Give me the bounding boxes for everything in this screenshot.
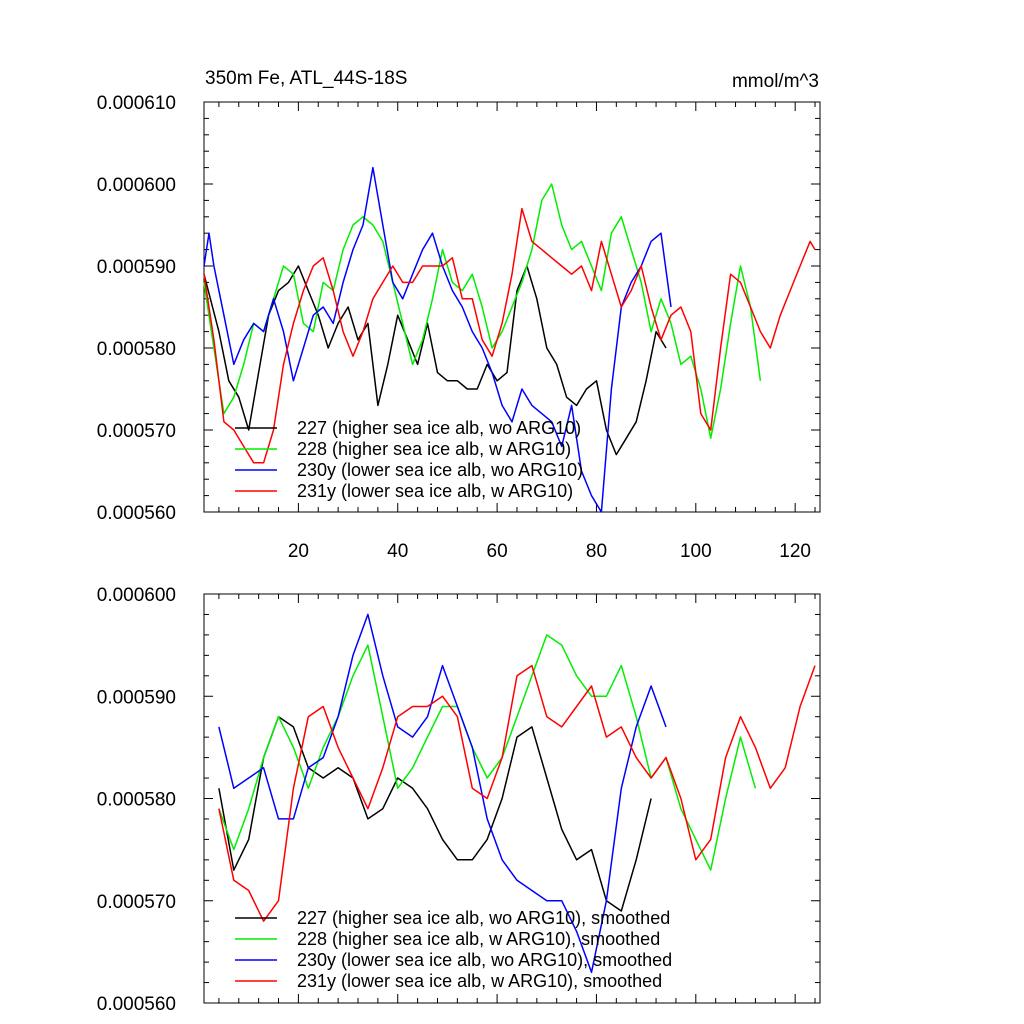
legend-label-228: 228 (higher sea ice alb, w ARG10) [297,439,571,459]
bottom-panel: 0.000560 0.000570 0.000580 0.000590 0.000600… [97,585,821,1015]
legend-label-231y: 231y (lower sea ice alb, w ARG10) [297,481,573,501]
y-tick-label: 0.000600 [97,585,176,606]
series-line-227 [203,265,667,456]
series-line-230y [218,613,667,974]
title-right: mmol/m^3 [732,71,819,92]
legend-label-228: 228 (higher sea ice alb, w ARG10), smoot… [297,929,660,949]
x-tick-label: 40 [387,541,408,562]
series-line-227 [218,715,652,912]
y-tick-label: 0.000570 [97,421,176,442]
y-tick-label: 0.000560 [97,503,176,524]
x-tick-label: 20 [288,541,309,562]
y-tick-label: 0.000570 [97,892,176,913]
x-tick-label: 60 [487,541,508,562]
y-tick-label: 0.000580 [97,339,176,360]
y-tick-label: 0.000600 [97,175,176,196]
legend-label-230y: 230y (lower sea ice alb, wo ARG10), smoo… [297,950,672,970]
title-left: 350m Fe, ATL_44S-18S [205,68,407,89]
y-tick-label: 0.000560 [97,994,176,1015]
x-tick-label: 80 [586,541,607,562]
x-tick-label: 120 [779,541,811,562]
plot-frame [203,101,821,513]
series-line-228 [203,183,762,439]
series-line-231y [218,664,816,922]
legend-label-227: 227 (higher sea ice alb, wo ARG10) [297,418,581,438]
y-tick-label: 0.000610 [97,93,176,114]
y-tick-label: 0.000590 [97,687,176,708]
x-tick-label: 100 [680,541,712,562]
series-line-228 [218,634,757,871]
y-tick-label: 0.000580 [97,790,176,811]
legend-label-230y: 230y (lower sea ice alb, wo ARG10) [297,460,583,480]
series-line-230y [203,166,672,513]
top-panel: 0.000560 0.000570 0.000580 0.000590 0.000600… [97,93,821,562]
series-line-231y [203,207,816,464]
legend-label-227: 227 (higher sea ice alb, wo ARG10), smoo… [297,908,670,928]
legend-label-231y: 231y (lower sea ice alb, w ARG10), smoot… [297,971,662,991]
y-tick-label: 0.000590 [97,257,176,278]
